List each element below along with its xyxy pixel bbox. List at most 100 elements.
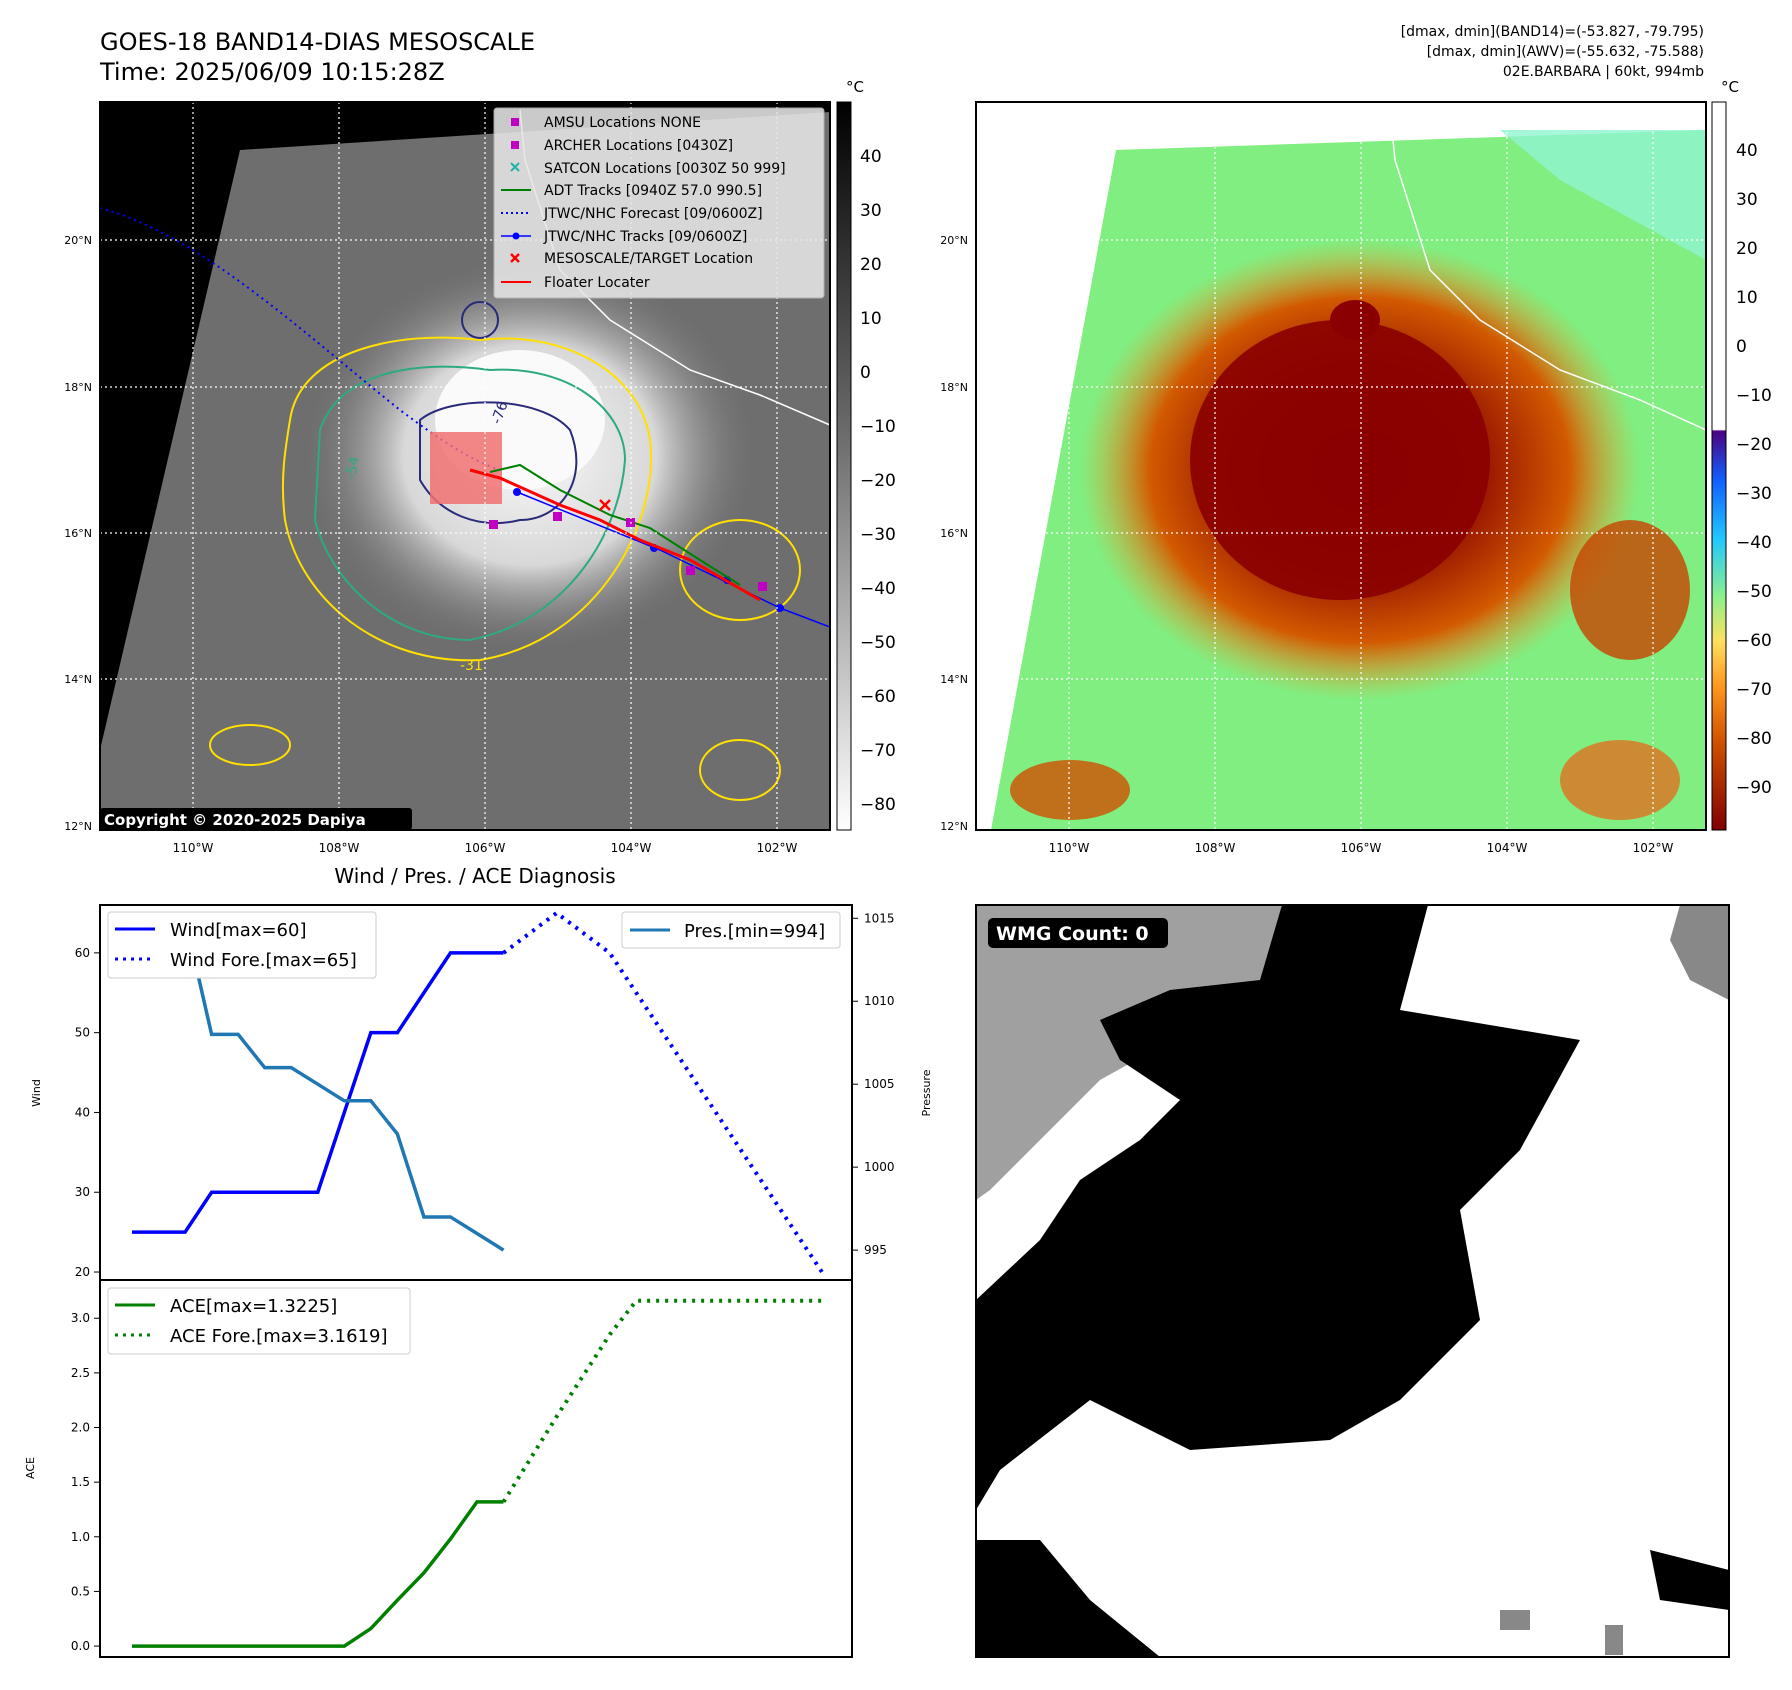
ace-tick-label: 1.0 bbox=[71, 1530, 90, 1544]
svg-text:14°N: 14°N bbox=[64, 673, 92, 686]
svg-text:12°N: 12°N bbox=[940, 820, 968, 833]
legend-ace-fore: ACE Fore.[max=3.1619] bbox=[170, 1326, 388, 1347]
archer-marker bbox=[553, 512, 562, 521]
ace-tick-label: 1.5 bbox=[71, 1475, 90, 1489]
pressure-tick-label: 995 bbox=[864, 1243, 887, 1257]
wmg-black-region-se bbox=[1650, 1550, 1729, 1610]
legend-besttrack: JTWC/NHC Tracks [09/0600Z] bbox=[543, 229, 747, 245]
svg-text:18°N: 18°N bbox=[64, 381, 92, 394]
svg-text:0: 0 bbox=[1736, 337, 1747, 357]
wmg-badge bbox=[988, 918, 1168, 948]
wmg-black-region bbox=[976, 905, 1580, 1510]
svg-text:10: 10 bbox=[860, 309, 882, 329]
svg-text:−10: −10 bbox=[860, 417, 896, 437]
svg-text:°C: °C bbox=[846, 78, 864, 96]
svg-text:−80: −80 bbox=[860, 795, 896, 815]
svg-text:−40: −40 bbox=[1736, 533, 1772, 553]
best-track bbox=[516, 491, 830, 628]
legend-wind-fore: Wind Fore.[max=65] bbox=[170, 950, 357, 971]
best-track-point bbox=[776, 604, 784, 612]
wind-legend: Wind[max=60] Wind Fore.[max=65] bbox=[107, 911, 377, 979]
ace-chart-frame bbox=[99, 1279, 853, 1658]
wmg-gray-region-ne bbox=[1670, 905, 1729, 1000]
contour-inner bbox=[419, 401, 578, 524]
svg-text:−50: −50 bbox=[860, 633, 896, 653]
map-legend: AMSU Locations NONE ARCHER Locations [04… bbox=[493, 107, 825, 299]
pressure-tick-label: 1005 bbox=[864, 1077, 895, 1091]
legend-forecast: JTWC/NHC Forecast [09/0600Z] bbox=[543, 206, 763, 222]
wind-tick-label: 60 bbox=[75, 946, 90, 960]
floater-track bbox=[469, 468, 761, 602]
svg-text:−40: −40 bbox=[860, 579, 896, 599]
svg-text:°C: °C bbox=[1721, 78, 1739, 96]
series-line-0 bbox=[132, 951, 504, 1234]
svg-text:104°W: 104°W bbox=[611, 841, 652, 855]
svg-text:40: 40 bbox=[1736, 141, 1758, 161]
svg-text:110°W: 110°W bbox=[173, 841, 214, 855]
svg-text:18°N: 18°N bbox=[940, 381, 968, 394]
awv-map-frame bbox=[975, 101, 1707, 831]
contour-middle bbox=[313, 365, 627, 642]
svg-text:104°W: 104°W bbox=[1487, 841, 1528, 855]
svg-text:30: 30 bbox=[860, 201, 882, 221]
svg-text:102°W: 102°W bbox=[1633, 841, 1674, 855]
legend-amsu: AMSU Locations NONE bbox=[544, 115, 701, 131]
svg-text:16°N: 16°N bbox=[940, 527, 968, 540]
ace-legend: ACE[max=1.3225] ACE Fore.[max=3.1619] bbox=[107, 1287, 411, 1355]
svg-text:16°N: 16°N bbox=[64, 527, 92, 540]
awv-lon-labels: 110°W 108°W 106°W 104°W 102°W bbox=[1049, 841, 1674, 855]
legend-wind: Wind[max=60] bbox=[170, 920, 307, 941]
svg-text:110°W: 110°W bbox=[1049, 841, 1090, 855]
ace-y-ticks: 0.0 0.5 1.0 1.5 2.0 2.5 3.0 bbox=[71, 1311, 100, 1653]
svg-text:106°W: 106°W bbox=[465, 841, 506, 855]
chart-title: Wind / Pres. / ACE Diagnosis bbox=[334, 864, 615, 888]
ir-map-frame bbox=[99, 101, 831, 831]
svg-text:40: 40 bbox=[860, 147, 882, 167]
legend-amsu-icon bbox=[511, 118, 519, 126]
wind-tick-label: 30 bbox=[75, 1185, 90, 1199]
legend-pressure: Pres.[min=994] bbox=[684, 921, 825, 942]
legend-archer: ARCHER Locations [0430Z] bbox=[544, 138, 733, 154]
ace-tick-label: 3.0 bbox=[71, 1311, 90, 1325]
svg-text:−20: −20 bbox=[1736, 435, 1772, 455]
wmg-frame bbox=[975, 904, 1730, 1658]
ir-lon-labels: 110°W 108°W 106°W 104°W 102°W bbox=[173, 841, 798, 855]
ace-series-line-1 bbox=[501, 1298, 822, 1503]
contour-label-middle: -54 bbox=[343, 455, 363, 480]
svg-text:14°N: 14°N bbox=[940, 673, 968, 686]
floater-box bbox=[430, 432, 502, 504]
wind-tick-label: 50 bbox=[75, 1026, 90, 1040]
awv-map bbox=[975, 101, 1707, 831]
figure-time: Time: 2025/06/09 10:15:28Z bbox=[100, 58, 445, 86]
legend-target: MESOSCALE/TARGET Location bbox=[544, 251, 753, 267]
awv-colorbar: °C 40 30 20 10 0 −10 −20 −30 −40 −50 −60… bbox=[1711, 78, 1772, 831]
svg-text:20°N: 20°N bbox=[940, 234, 968, 247]
wmg-black-region-sw bbox=[976, 1540, 1160, 1657]
legend-adt: ADT Tracks [0940Z 57.0 990.5] bbox=[544, 183, 762, 199]
wmg-gray-block bbox=[1605, 1625, 1623, 1655]
svg-text:−10: −10 bbox=[1736, 386, 1772, 406]
svg-text:20°N: 20°N bbox=[64, 234, 92, 247]
svg-text:108°W: 108°W bbox=[1195, 841, 1236, 855]
pressure-legend: Pres.[min=994] bbox=[621, 911, 841, 949]
contour-east-cell bbox=[679, 519, 801, 621]
copyright-badge bbox=[100, 808, 412, 830]
contour-label-outer: -31 bbox=[460, 658, 483, 674]
awv-coastline bbox=[1389, 109, 1706, 431]
forecast-track bbox=[100, 207, 501, 471]
copyright-text: Copyright © 2020-2025 Dapiya bbox=[104, 811, 366, 829]
pressure-y-ticks: 995 1000 1005 1010 1015 bbox=[852, 911, 895, 1257]
contour-sw-cell bbox=[209, 724, 291, 766]
svg-text:10: 10 bbox=[1736, 288, 1758, 308]
legend-target-icon bbox=[510, 253, 520, 263]
info-line-3: 02E.BARBARA | 60kt, 994mb bbox=[1502, 64, 1704, 80]
ir-satellite-map: -76 -54 -31 bbox=[99, 101, 831, 831]
wmg-gray-block bbox=[1500, 1610, 1530, 1630]
best-track-point bbox=[513, 488, 521, 496]
svg-text:−80: −80 bbox=[1736, 729, 1772, 749]
ace-series-group bbox=[132, 1298, 822, 1648]
svg-text:−60: −60 bbox=[860, 687, 896, 707]
pressure-tick-label: 1010 bbox=[864, 994, 895, 1008]
svg-text:−20: −20 bbox=[860, 471, 896, 491]
